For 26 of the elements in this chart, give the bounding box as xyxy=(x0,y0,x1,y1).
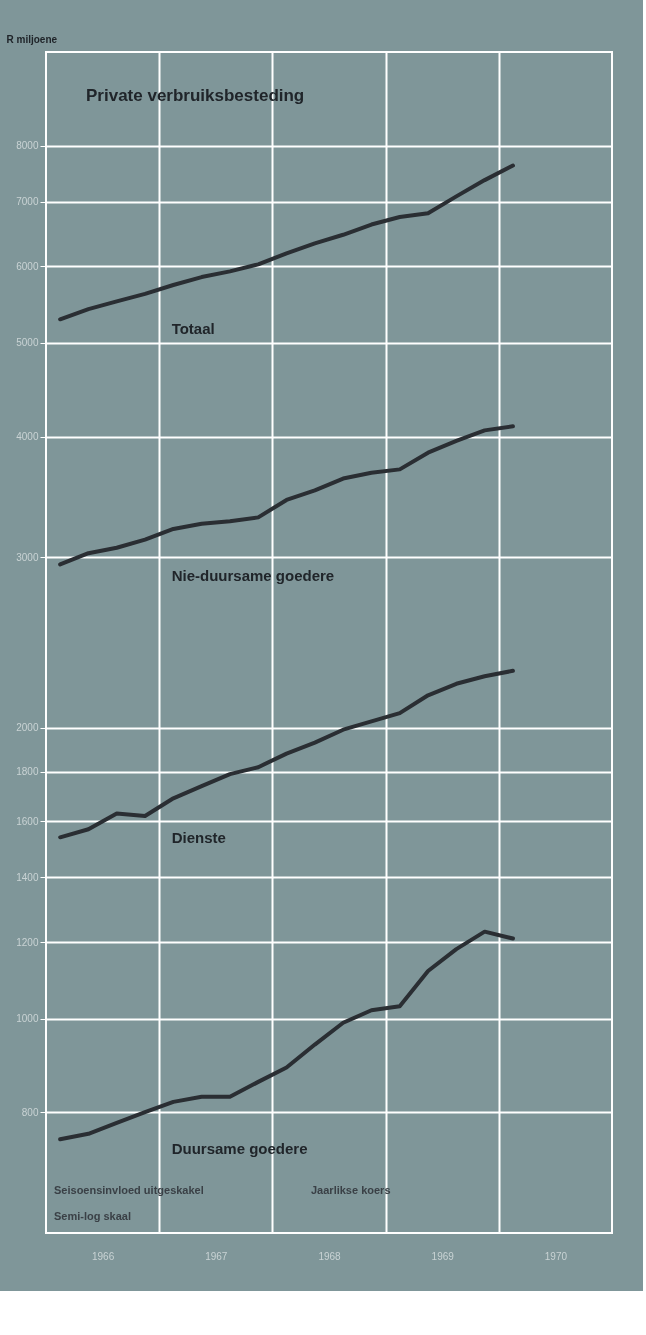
y-tick-label: 800 xyxy=(21,1106,39,1118)
y-tick-label: 8000 xyxy=(16,140,39,152)
y-tick-label: 5000 xyxy=(16,337,39,349)
y-tick-label: 1600 xyxy=(16,815,39,827)
x-tick-label: 1970 xyxy=(544,1250,568,1262)
annotation: Semi-log skaal xyxy=(54,1210,132,1222)
y-tick-label: 1400 xyxy=(16,871,39,883)
x-tick-label: 1969 xyxy=(431,1250,455,1262)
y-tick-label: 3000 xyxy=(16,551,39,563)
text: Nie-duursame goedere xyxy=(171,566,335,584)
x-tick-label: 1966 xyxy=(91,1250,115,1262)
y-tick-label: 6000 xyxy=(16,260,39,272)
y-axis-title: R miljoene xyxy=(6,33,58,45)
line-series xyxy=(58,163,515,322)
x-tick-label: 1968 xyxy=(318,1250,342,1262)
line-series xyxy=(58,424,515,567)
series-label: Dienste xyxy=(171,829,226,847)
text: Totaal xyxy=(171,320,215,338)
y-tick-label: 7000 xyxy=(16,196,39,208)
y-tick-label: 4000 xyxy=(16,431,39,443)
y-tick-label: 2000 xyxy=(16,722,39,734)
y-tick-label: 1800 xyxy=(16,766,39,778)
y-tick-label: 1200 xyxy=(16,936,39,948)
line-series xyxy=(58,929,515,1142)
y-tick-label: 1000 xyxy=(16,1013,39,1025)
x-tick-label: 1967 xyxy=(205,1250,228,1262)
